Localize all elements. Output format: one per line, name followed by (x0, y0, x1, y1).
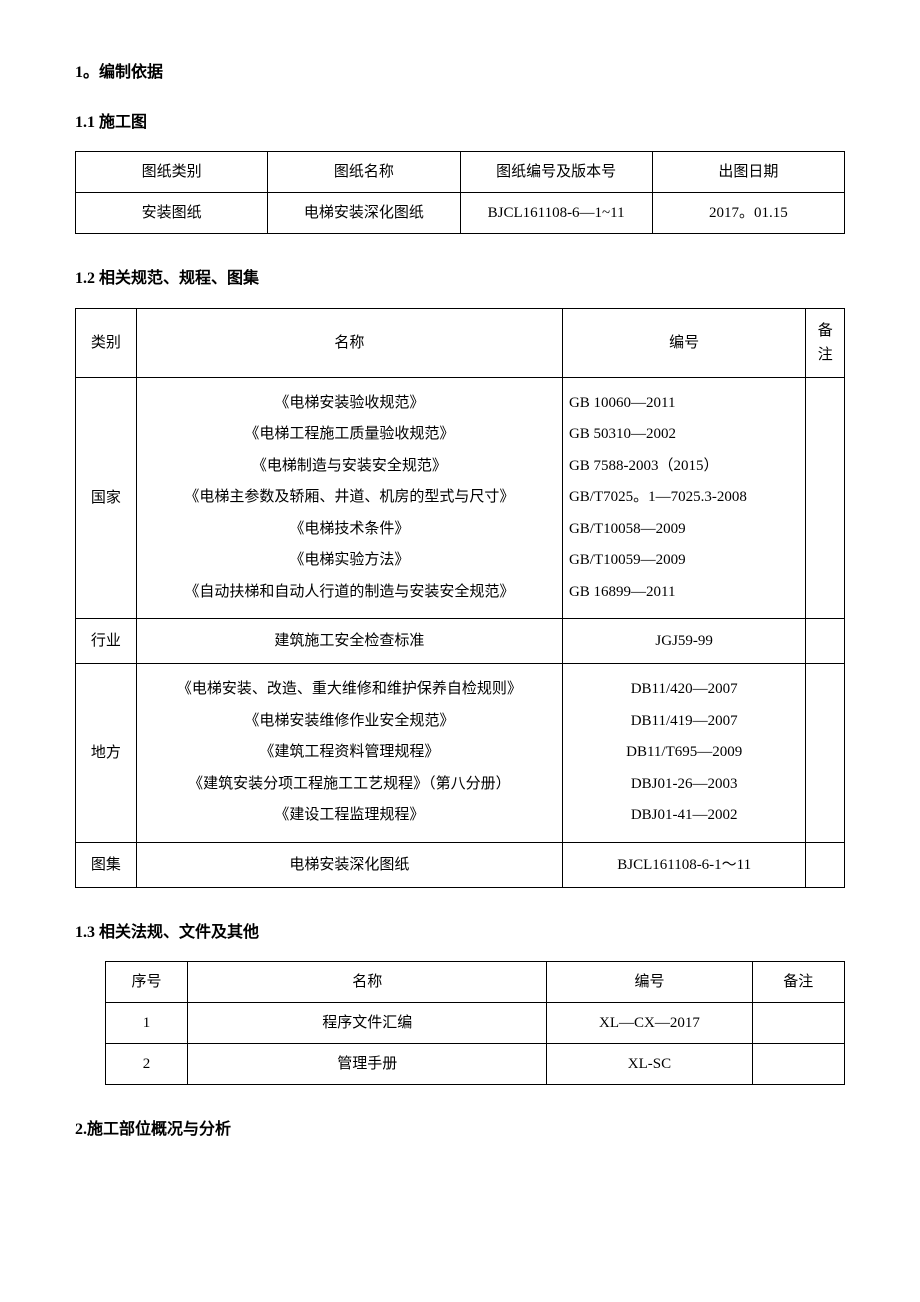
header-drawing-number: 图纸编号及版本号 (460, 152, 652, 193)
cell-drawing-number: BJCL161108-6—1~11 (460, 193, 652, 234)
section-2-heading: 2.施工部位概况与分析 (75, 1117, 845, 1143)
header-note: 备注 (752, 962, 844, 1003)
table-row: 安装图纸 电梯安装深化图纸 BJCL161108-6—1~11 2017。01.… (76, 193, 845, 234)
header-drawing-name: 图纸名称 (268, 152, 460, 193)
cell-national-note (806, 377, 845, 619)
cell-note-1 (752, 1003, 844, 1044)
cell-national-codes: GB 10060—2011 GB 50310—2002 GB 7588-2003… (562, 377, 805, 619)
cell-national-names: 《电梯安装验收规范》 《电梯工程施工质量验收规范》 《电梯制造与安装安全规范》 … (136, 377, 562, 619)
table-row: 2 管理手册 XL-SC (106, 1044, 845, 1085)
table-row: 地方 《电梯安装、改造、重大维修和维护保养自检规则》 《电梯安装维修作业安全规范… (76, 664, 845, 843)
header-drawing-date: 出图日期 (652, 152, 844, 193)
cell-local-note (806, 664, 845, 843)
cell-atlas-names: 电梯安装深化图纸 (136, 842, 562, 887)
section-1-2-heading: 1.2 相关规范、规程、图集 (75, 266, 845, 292)
table-header-row: 图纸类别 图纸名称 图纸编号及版本号 出图日期 (76, 152, 845, 193)
cell-drawing-name: 电梯安装深化图纸 (268, 193, 460, 234)
cell-national-category: 国家 (76, 377, 137, 619)
table-row: 行业 建筑施工安全检查标准 JGJ59-99 (76, 619, 845, 664)
cell-industry-codes: JGJ59-99 (562, 619, 805, 664)
header-category: 类别 (76, 308, 137, 377)
table-row: 国家 《电梯安装验收规范》 《电梯工程施工质量验收规范》 《电梯制造与安装安全规… (76, 377, 845, 619)
section-1-1-heading: 1.1 施工图 (75, 110, 845, 136)
construction-drawings-table: 图纸类别 图纸名称 图纸编号及版本号 出图日期 安装图纸 电梯安装深化图纸 BJ… (75, 151, 845, 234)
cell-seq-2: 2 (106, 1044, 188, 1085)
cell-industry-names: 建筑施工安全检查标准 (136, 619, 562, 664)
cell-name-1: 程序文件汇编 (188, 1003, 547, 1044)
cell-local-category: 地方 (76, 664, 137, 843)
section-1-3-heading: 1.3 相关法规、文件及其他 (75, 920, 845, 946)
cell-name-2: 管理手册 (188, 1044, 547, 1085)
table-header-row: 序号 名称 编号 备注 (106, 962, 845, 1003)
cell-local-names: 《电梯安装、改造、重大维修和维护保养自检规则》 《电梯安装维修作业安全规范》 《… (136, 664, 562, 843)
cell-atlas-note (806, 842, 845, 887)
cell-code-2: XL-SC (547, 1044, 752, 1085)
cell-local-codes: DB11/420—2007 DB11/419—2007 DB11/T695—20… (562, 664, 805, 843)
table-header-row: 类别 名称 编号 备注 (76, 308, 845, 377)
header-name: 名称 (136, 308, 562, 377)
standards-table: 类别 名称 编号 备注 国家 《电梯安装验收规范》 《电梯工程施工质量验收规范》… (75, 308, 845, 888)
header-seq: 序号 (106, 962, 188, 1003)
cell-note-2 (752, 1044, 844, 1085)
table-row: 图集 电梯安装深化图纸 BJCL161108-6-1～11 (76, 842, 845, 887)
cell-code-1: XL—CX—2017 (547, 1003, 752, 1044)
table-row: 1 程序文件汇编 XL—CX—2017 (106, 1003, 845, 1044)
regulations-table: 序号 名称 编号 备注 1 程序文件汇编 XL—CX—2017 2 管理手册 X… (105, 961, 845, 1085)
header-drawing-category: 图纸类别 (76, 152, 268, 193)
header-note: 备注 (806, 308, 845, 377)
section-1-heading: 1。编制依据 (75, 60, 845, 86)
cell-atlas-category: 图集 (76, 842, 137, 887)
cell-industry-note (806, 619, 845, 664)
cell-drawing-category: 安装图纸 (76, 193, 268, 234)
header-code: 编号 (562, 308, 805, 377)
cell-seq-1: 1 (106, 1003, 188, 1044)
cell-atlas-codes: BJCL161108-6-1～11 (562, 842, 805, 887)
cell-drawing-date: 2017。01.15 (652, 193, 844, 234)
header-code: 编号 (547, 962, 752, 1003)
cell-industry-category: 行业 (76, 619, 137, 664)
header-name: 名称 (188, 962, 547, 1003)
